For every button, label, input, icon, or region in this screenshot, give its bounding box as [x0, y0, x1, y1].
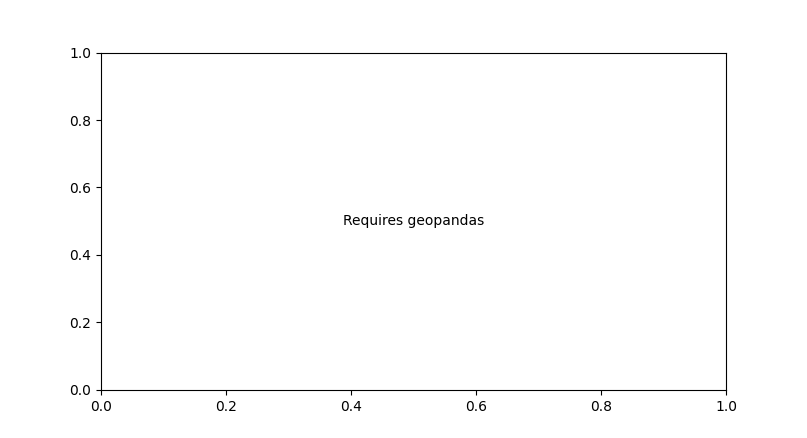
Text: Requires geopandas: Requires geopandas [343, 214, 484, 228]
